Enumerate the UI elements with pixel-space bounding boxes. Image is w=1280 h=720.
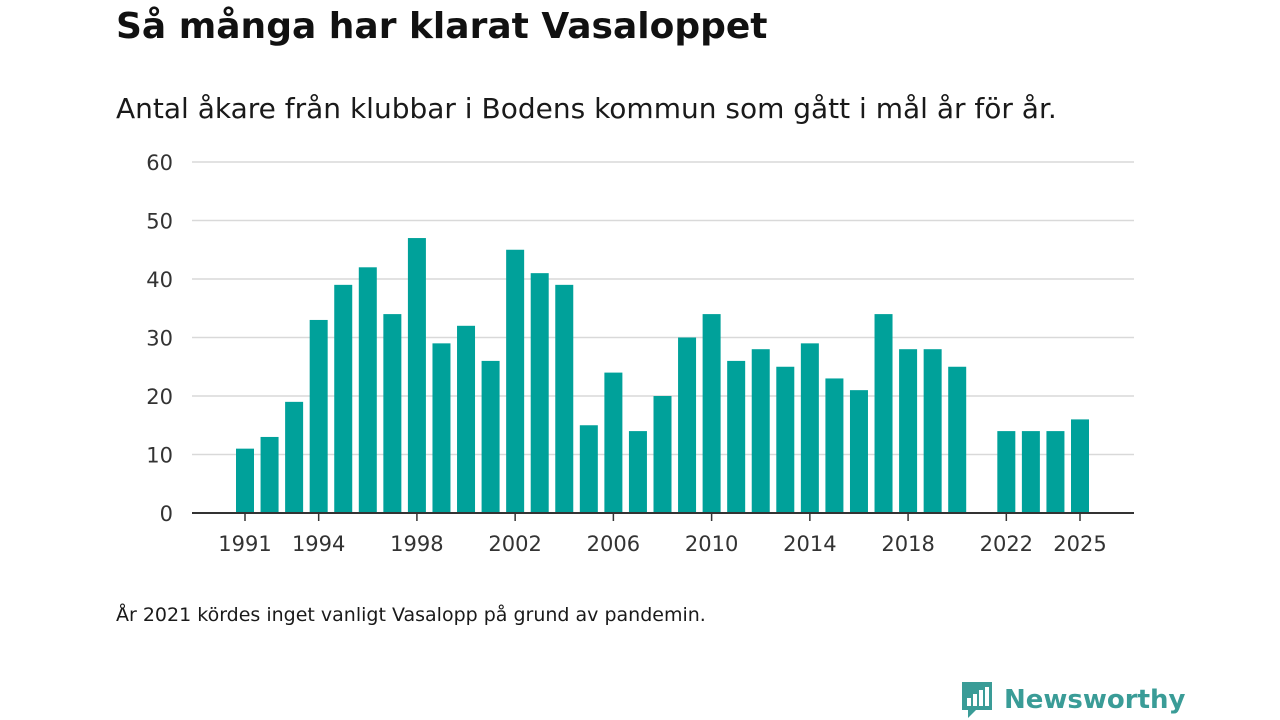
bar-2019 [923,349,942,513]
bar-1997 [383,314,402,513]
bar-2004 [555,284,574,513]
bar-2016 [849,390,868,513]
chart-title: Så många har klarat Vasaloppet [116,6,768,47]
bar-2013 [776,366,795,513]
bar-2000 [457,325,476,513]
y-tick-label: 60 [146,151,173,175]
x-tick-label: 1994 [292,532,345,556]
x-tick-label: 2025 [1053,532,1106,556]
bar-1994 [309,319,328,513]
bar-2018 [899,349,918,513]
newsworthy-brand: Newsworthy [960,680,1185,720]
bar-2007 [628,431,647,513]
x-tick-label: 2010 [685,532,738,556]
bar-1996 [358,267,377,513]
chart-subtitle: Antal åkare från klubbar i Bodens kommun… [116,92,1057,125]
bar-2005 [579,425,598,513]
bar-2001 [481,360,500,513]
y-tick-label: 20 [146,385,173,409]
bar-chart: 0 10 20 30 40 50 60 1991 1994 1998 2002 2006 2010 201… [146,151,1134,556]
newsworthy-bar-chart-icon [962,682,992,718]
bar-2022 [997,431,1016,513]
bar-1992 [260,436,279,513]
x-tick-label: 2006 [587,532,640,556]
bar-2020 [948,366,967,513]
bar-2017 [874,314,893,513]
x-tick-label: 2018 [881,532,934,556]
bar-1998 [407,238,426,514]
bar-2002 [506,249,525,513]
bar-2009 [678,337,697,513]
x-tick-label: 2002 [488,532,541,556]
bar-2015 [825,378,844,513]
x-tick-label: 2014 [783,532,836,556]
bar-1999 [432,343,451,513]
bar-2006 [604,372,623,513]
y-tick-label: 10 [146,444,173,468]
x-tick-label: 1998 [390,532,443,556]
bar-2012 [751,349,770,513]
logo-bar [985,687,989,706]
x-tick-label: 2022 [980,532,1033,556]
bar-2024 [1046,431,1065,513]
bar-2011 [727,360,746,513]
bar-1993 [285,401,304,513]
bar-2025 [1071,419,1089,513]
bar-2010 [702,314,721,513]
logo-bar [979,690,983,706]
bar-1995 [334,284,353,513]
y-tick-label: 30 [146,327,173,351]
logo-bar [967,698,971,706]
chart-footnote: År 2021 kördes inget vanligt Vasalopp på… [116,604,706,626]
bar-1991 [236,448,254,513]
y-tick-label: 40 [146,268,173,292]
bar-2008 [653,396,672,513]
y-tick-label: 0 [160,502,173,526]
bar-2014 [800,343,819,513]
bar-2003 [530,273,549,513]
y-tick-label: 50 [146,210,173,234]
brand-name: Newsworthy [1004,685,1186,715]
x-tick-label: 1991 [218,532,271,556]
bar-2023 [1021,431,1040,513]
logo-bar [973,694,977,706]
